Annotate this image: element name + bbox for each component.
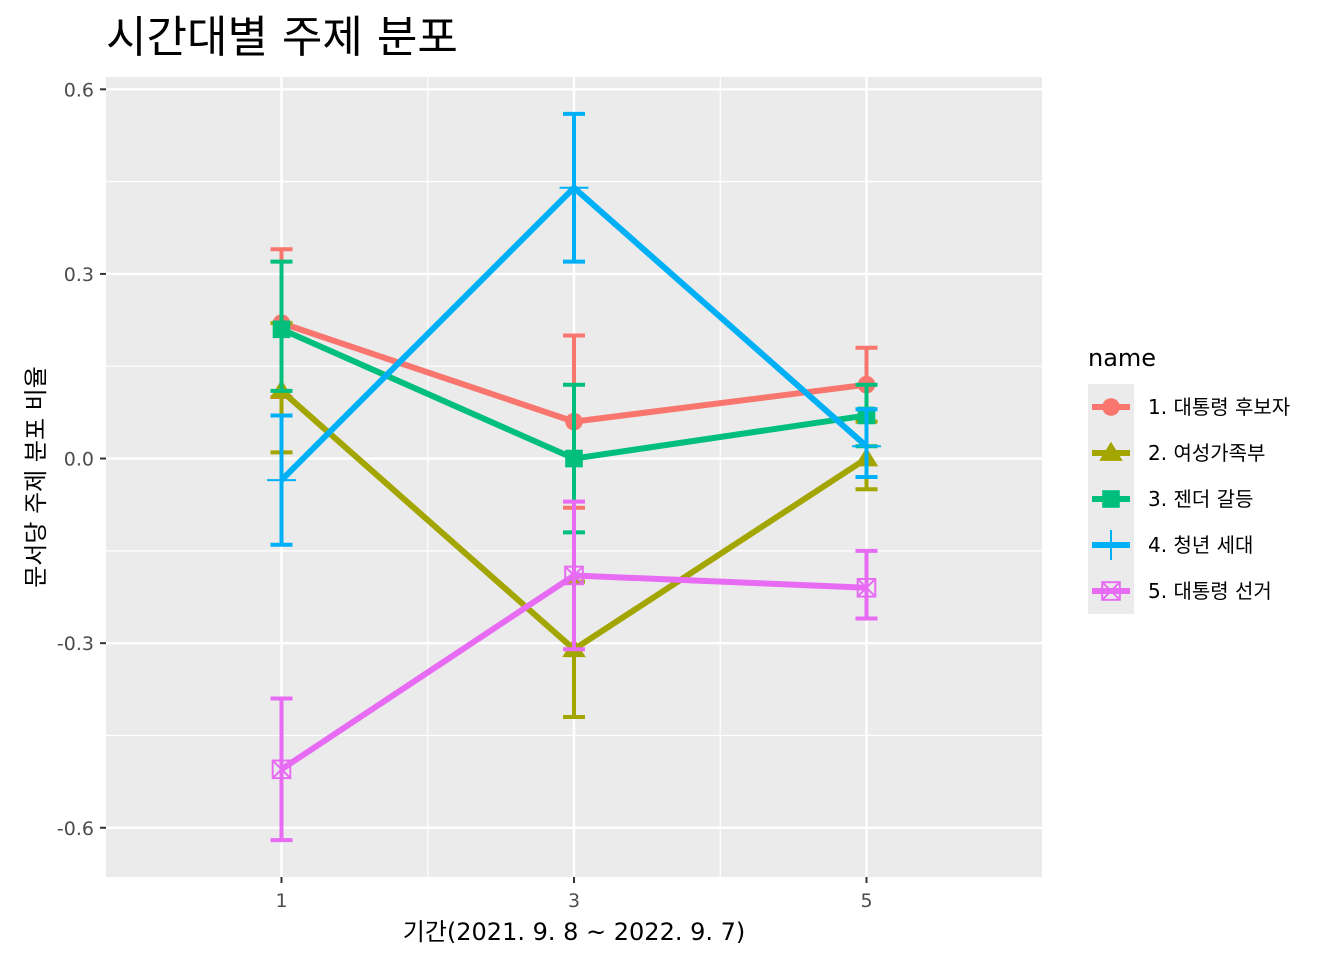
legend-item: 2. 여성가족부 <box>1088 430 1265 476</box>
y-tick-label: 0.6 <box>64 79 94 101</box>
legend-key-marker <box>1102 398 1120 416</box>
y-tick-label: 0.0 <box>64 449 94 471</box>
data-point <box>852 431 881 461</box>
x-tick-label: 3 <box>568 890 580 912</box>
legend-key-marker <box>1099 441 1123 461</box>
y-tick-label: -0.6 <box>57 818 94 840</box>
marker-square-outline <box>856 577 877 598</box>
data-point <box>267 465 296 495</box>
legend-key-marker <box>1101 581 1121 601</box>
y-axis-title: 문서당 주제 분포 비율 <box>22 366 50 588</box>
error-bar <box>855 548 878 621</box>
y-tick-label: -0.3 <box>57 633 94 655</box>
marker-square <box>272 320 291 339</box>
marker-square-outline <box>1101 581 1121 601</box>
legend-label: 1. 대통령 후보자 <box>1148 395 1290 419</box>
data-point <box>564 565 584 586</box>
series-layer <box>267 111 881 843</box>
marker-circle <box>1102 398 1120 416</box>
legend: name 1. 대통령 후보자 2. 여성가족부 3. 젠더 갈등 4. 청년 세대 5… <box>1088 344 1290 614</box>
data-point <box>856 577 877 598</box>
series-5 <box>270 499 878 843</box>
x-tick-label: 1 <box>275 890 287 912</box>
legend-label: 5. 대통령 선거 <box>1148 579 1272 603</box>
legend-item: 5. 대통령 선거 <box>1088 568 1272 614</box>
legend-key-marker <box>1102 490 1120 508</box>
marker-square <box>565 449 583 468</box>
marker-cross-b <box>856 578 877 598</box>
chart-title: 시간대별 주제 분포 <box>106 12 458 63</box>
y-axis: 0.6 0.3 0.0 -0.3 -0.6 <box>57 79 106 840</box>
marker-triangle <box>1099 441 1123 461</box>
marker-cross-b <box>271 759 292 779</box>
data-point <box>271 759 292 780</box>
y-tick-label: 0.3 <box>64 264 94 286</box>
marker-cross-b <box>1101 581 1121 601</box>
marker-square <box>1102 490 1120 508</box>
x-axis: 1 3 5 <box>275 877 873 912</box>
data-point <box>559 173 589 203</box>
legend-label: 4. 청년 세대 <box>1148 533 1253 557</box>
x-axis-title: 기간(2021. 9. 8 ~ 2022. 9. 7) <box>403 918 746 946</box>
marker-square-outline <box>271 759 292 780</box>
marker-square-outline <box>564 565 584 586</box>
series-4 <box>267 111 881 547</box>
legend-item: 4. 청년 세대 <box>1088 522 1253 568</box>
data-point <box>565 449 583 468</box>
legend-title: name <box>1088 344 1156 372</box>
legend-item: 1. 대통령 후보자 <box>1088 384 1290 430</box>
marker-cross-b <box>564 565 584 585</box>
data-point <box>272 320 291 339</box>
legend-label: 3. 젠더 갈등 <box>1148 487 1253 511</box>
legend-label: 2. 여성가족부 <box>1148 441 1265 465</box>
legend-item: 3. 젠더 갈등 <box>1088 476 1253 522</box>
x-tick-label: 5 <box>860 890 872 912</box>
